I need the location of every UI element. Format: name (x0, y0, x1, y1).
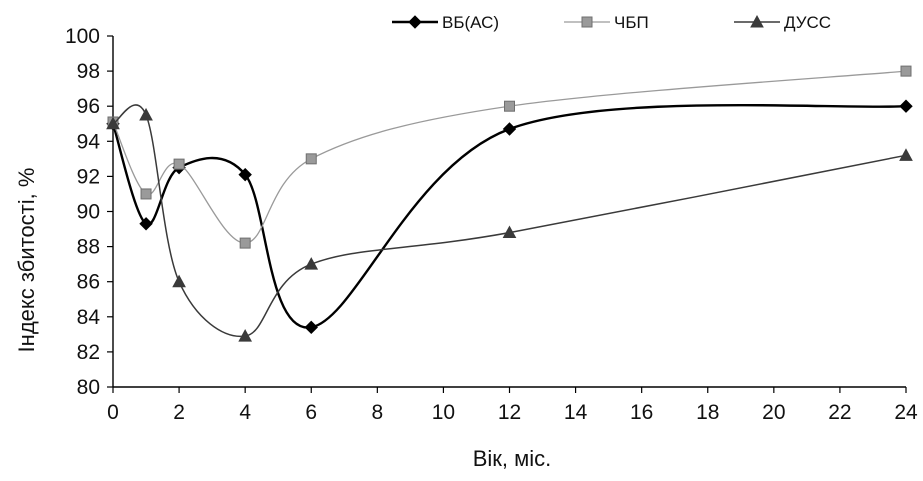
data-point (140, 188, 152, 200)
y-tick-label: 82 (77, 341, 100, 364)
legend-item: ЧБП (564, 13, 649, 32)
y-tick-label: 88 (77, 236, 100, 259)
series-2 (107, 65, 912, 249)
data-point (502, 225, 517, 239)
y-tick-label: 98 (77, 60, 100, 83)
y-tick-label: 94 (77, 130, 101, 153)
y-tick-label: 100 (65, 25, 100, 48)
data-point (139, 107, 153, 121)
legend-label: ЧБП (614, 13, 649, 32)
data-point (305, 153, 317, 165)
data-point (899, 99, 913, 113)
y-axis-title: Індекс збитості, % (14, 168, 39, 353)
data-point (304, 320, 318, 335)
x-tick-label: 14 (564, 401, 588, 424)
y-tick-label: 80 (77, 376, 100, 399)
series-1 (106, 99, 913, 335)
series-layer (106, 65, 913, 342)
x-tick-label: 6 (305, 401, 317, 424)
series-line (112, 104, 907, 338)
y-tick-label: 92 (77, 165, 100, 188)
series-3 (106, 104, 913, 342)
data-point (900, 65, 912, 77)
legend-marker (408, 15, 422, 29)
legend-label: ДУСС (784, 13, 831, 32)
data-point (239, 237, 251, 249)
x-tick-label: 24 (894, 401, 918, 424)
legend: ВБ(АС) ЧБП ДУСС (392, 13, 831, 32)
data-point (139, 217, 153, 231)
data-point (238, 329, 253, 342)
x-tick-label: 8 (371, 401, 383, 424)
data-point (504, 100, 515, 112)
legend-item: ДУСС (734, 13, 831, 32)
data-point (899, 148, 913, 161)
y-tick-label: 96 (77, 95, 100, 118)
x-tick-label: 10 (432, 401, 455, 424)
x-tick-label: 20 (762, 401, 785, 424)
x-tick-label: 18 (696, 401, 719, 424)
x-axis-title: Вік, міс. (473, 446, 552, 471)
series-line (111, 103, 907, 329)
data-point (238, 167, 252, 182)
series-line (112, 70, 907, 244)
x-tick-label: 16 (630, 401, 653, 424)
data-point (173, 158, 185, 170)
legend-item: ВБ(АС) (392, 13, 499, 32)
data-point (172, 274, 186, 288)
x-tick-label: 4 (239, 401, 251, 424)
y-tick-label: 90 (77, 201, 100, 224)
legend-marker (750, 14, 764, 28)
x-tick-label: 12 (498, 401, 521, 424)
data-point (106, 116, 120, 130)
y-tick-label: 86 (77, 271, 100, 294)
legend-label: ВБ(АС) (442, 13, 499, 32)
data-point (304, 257, 319, 270)
x-tick-label: 2 (173, 401, 185, 424)
data-point (502, 122, 517, 136)
y-tick-label: 84 (77, 306, 101, 329)
x-tick-label: 22 (828, 401, 851, 424)
legend-marker (581, 16, 593, 28)
x-tick-label: 0 (107, 401, 119, 424)
